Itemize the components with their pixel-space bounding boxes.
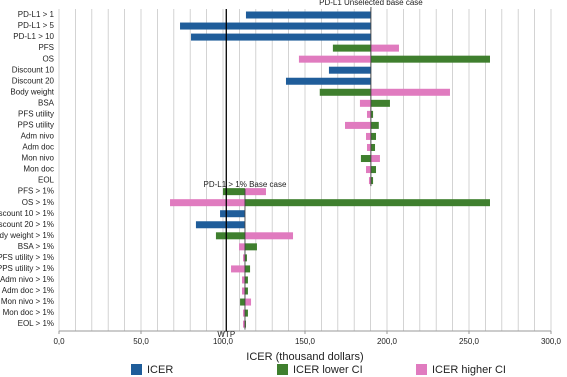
x-tick-label: 0,0 bbox=[53, 337, 65, 346]
category-label: Mon doc > 1% bbox=[3, 308, 54, 317]
category-label: Discount 10 bbox=[12, 65, 55, 74]
category-label: Mon nivo bbox=[22, 154, 55, 163]
bar bbox=[231, 265, 245, 273]
category-label: EOL > 1% bbox=[18, 319, 54, 328]
bar bbox=[243, 309, 245, 317]
legend-label: ICER lower CI bbox=[293, 364, 363, 376]
bar bbox=[239, 243, 245, 251]
bar bbox=[366, 110, 371, 118]
bar bbox=[298, 55, 371, 63]
bar bbox=[244, 232, 294, 240]
bar bbox=[244, 188, 266, 196]
x-tick-label: 50,0 bbox=[133, 337, 149, 346]
bar bbox=[195, 221, 245, 229]
category-label: PD-L1 > 1 bbox=[18, 10, 55, 19]
bar bbox=[370, 88, 450, 96]
legend-label: ICER higher CI bbox=[432, 364, 506, 376]
bar bbox=[370, 121, 379, 129]
bar bbox=[215, 232, 245, 240]
bar bbox=[332, 44, 371, 52]
bar bbox=[244, 309, 248, 317]
category-label: Discount 20 bbox=[12, 76, 55, 85]
category-label: PFS utility > 1% bbox=[0, 253, 54, 262]
bar bbox=[370, 166, 377, 174]
category-label: Mon doc bbox=[23, 165, 54, 174]
bar bbox=[244, 320, 246, 328]
bar bbox=[370, 143, 376, 151]
bar bbox=[370, 132, 377, 140]
bar bbox=[170, 199, 245, 207]
bar bbox=[370, 55, 490, 63]
legend-swatch bbox=[277, 364, 288, 375]
base-annotation: PD-L1 > 1% Base case bbox=[204, 180, 287, 189]
category-label: BSA bbox=[38, 98, 55, 107]
legend-swatch bbox=[131, 364, 142, 375]
category-label: PD-L1 > 5 bbox=[18, 21, 55, 30]
legend-label: ICER bbox=[147, 364, 173, 376]
x-tick-label: 150,0 bbox=[295, 337, 316, 346]
x-tick-label: 300,0 bbox=[541, 337, 562, 346]
bar bbox=[370, 155, 380, 163]
bar bbox=[220, 210, 245, 218]
category-label: Adm nivo bbox=[21, 132, 55, 141]
bar bbox=[359, 99, 371, 107]
bar bbox=[244, 298, 252, 306]
base-annotation: PD-L1 Unselected base case bbox=[319, 0, 423, 7]
bar bbox=[328, 66, 371, 74]
category-label: PFS utility bbox=[18, 109, 54, 118]
category-label: PD-L1 > 10 bbox=[13, 32, 54, 41]
bar bbox=[370, 99, 390, 107]
category-label: PFS > 1% bbox=[18, 187, 54, 196]
bar bbox=[366, 166, 371, 174]
bar bbox=[243, 254, 245, 262]
bar bbox=[366, 132, 371, 140]
bar bbox=[240, 298, 245, 306]
bar bbox=[370, 44, 399, 52]
x-tick-label: 100,0 bbox=[213, 337, 234, 346]
bar bbox=[180, 22, 371, 30]
category-label: PFS bbox=[38, 43, 54, 52]
bar bbox=[191, 33, 371, 41]
bar bbox=[244, 254, 247, 262]
category-label: OS > 1% bbox=[22, 198, 54, 207]
bar bbox=[285, 77, 371, 85]
bar bbox=[243, 320, 245, 328]
bar bbox=[244, 265, 251, 273]
bar bbox=[319, 88, 371, 96]
bar bbox=[370, 177, 374, 185]
legend-swatch bbox=[416, 364, 427, 375]
bar bbox=[245, 11, 371, 19]
category-label: Body weight bbox=[10, 87, 54, 96]
category-label: BSA > 1% bbox=[18, 242, 54, 251]
bar bbox=[360, 155, 371, 163]
bar bbox=[242, 276, 245, 284]
bar bbox=[370, 110, 374, 118]
bar bbox=[242, 287, 245, 295]
bar bbox=[244, 243, 257, 251]
x-axis-title: ICER (thousand dollars) bbox=[246, 351, 363, 363]
bar bbox=[244, 199, 490, 207]
bar bbox=[368, 177, 371, 185]
category-label: dy weight > 1% bbox=[0, 231, 54, 240]
category-label: OS bbox=[42, 54, 54, 63]
category-label: scount 20 > 1% bbox=[0, 220, 54, 229]
bar bbox=[244, 276, 248, 284]
x-tick-label: 200,0 bbox=[377, 337, 398, 346]
bar bbox=[366, 143, 371, 151]
x-tick-label: 250,0 bbox=[459, 337, 480, 346]
category-label: Adm nivo > 1% bbox=[0, 275, 54, 284]
category-label: Adm doc > 1% bbox=[2, 286, 54, 295]
category-label: PPS utility bbox=[18, 121, 54, 130]
category-label: Adm doc bbox=[22, 143, 54, 152]
category-label: PPS utility > 1% bbox=[0, 264, 54, 273]
category-label: EOL bbox=[38, 176, 55, 185]
bar bbox=[244, 287, 248, 295]
bar bbox=[223, 188, 245, 196]
category-label: Mon nivo > 1% bbox=[1, 297, 54, 306]
bar bbox=[345, 121, 371, 129]
category-label: scount 10 > 1% bbox=[0, 209, 54, 218]
wtp-label: WTP bbox=[217, 330, 235, 339]
